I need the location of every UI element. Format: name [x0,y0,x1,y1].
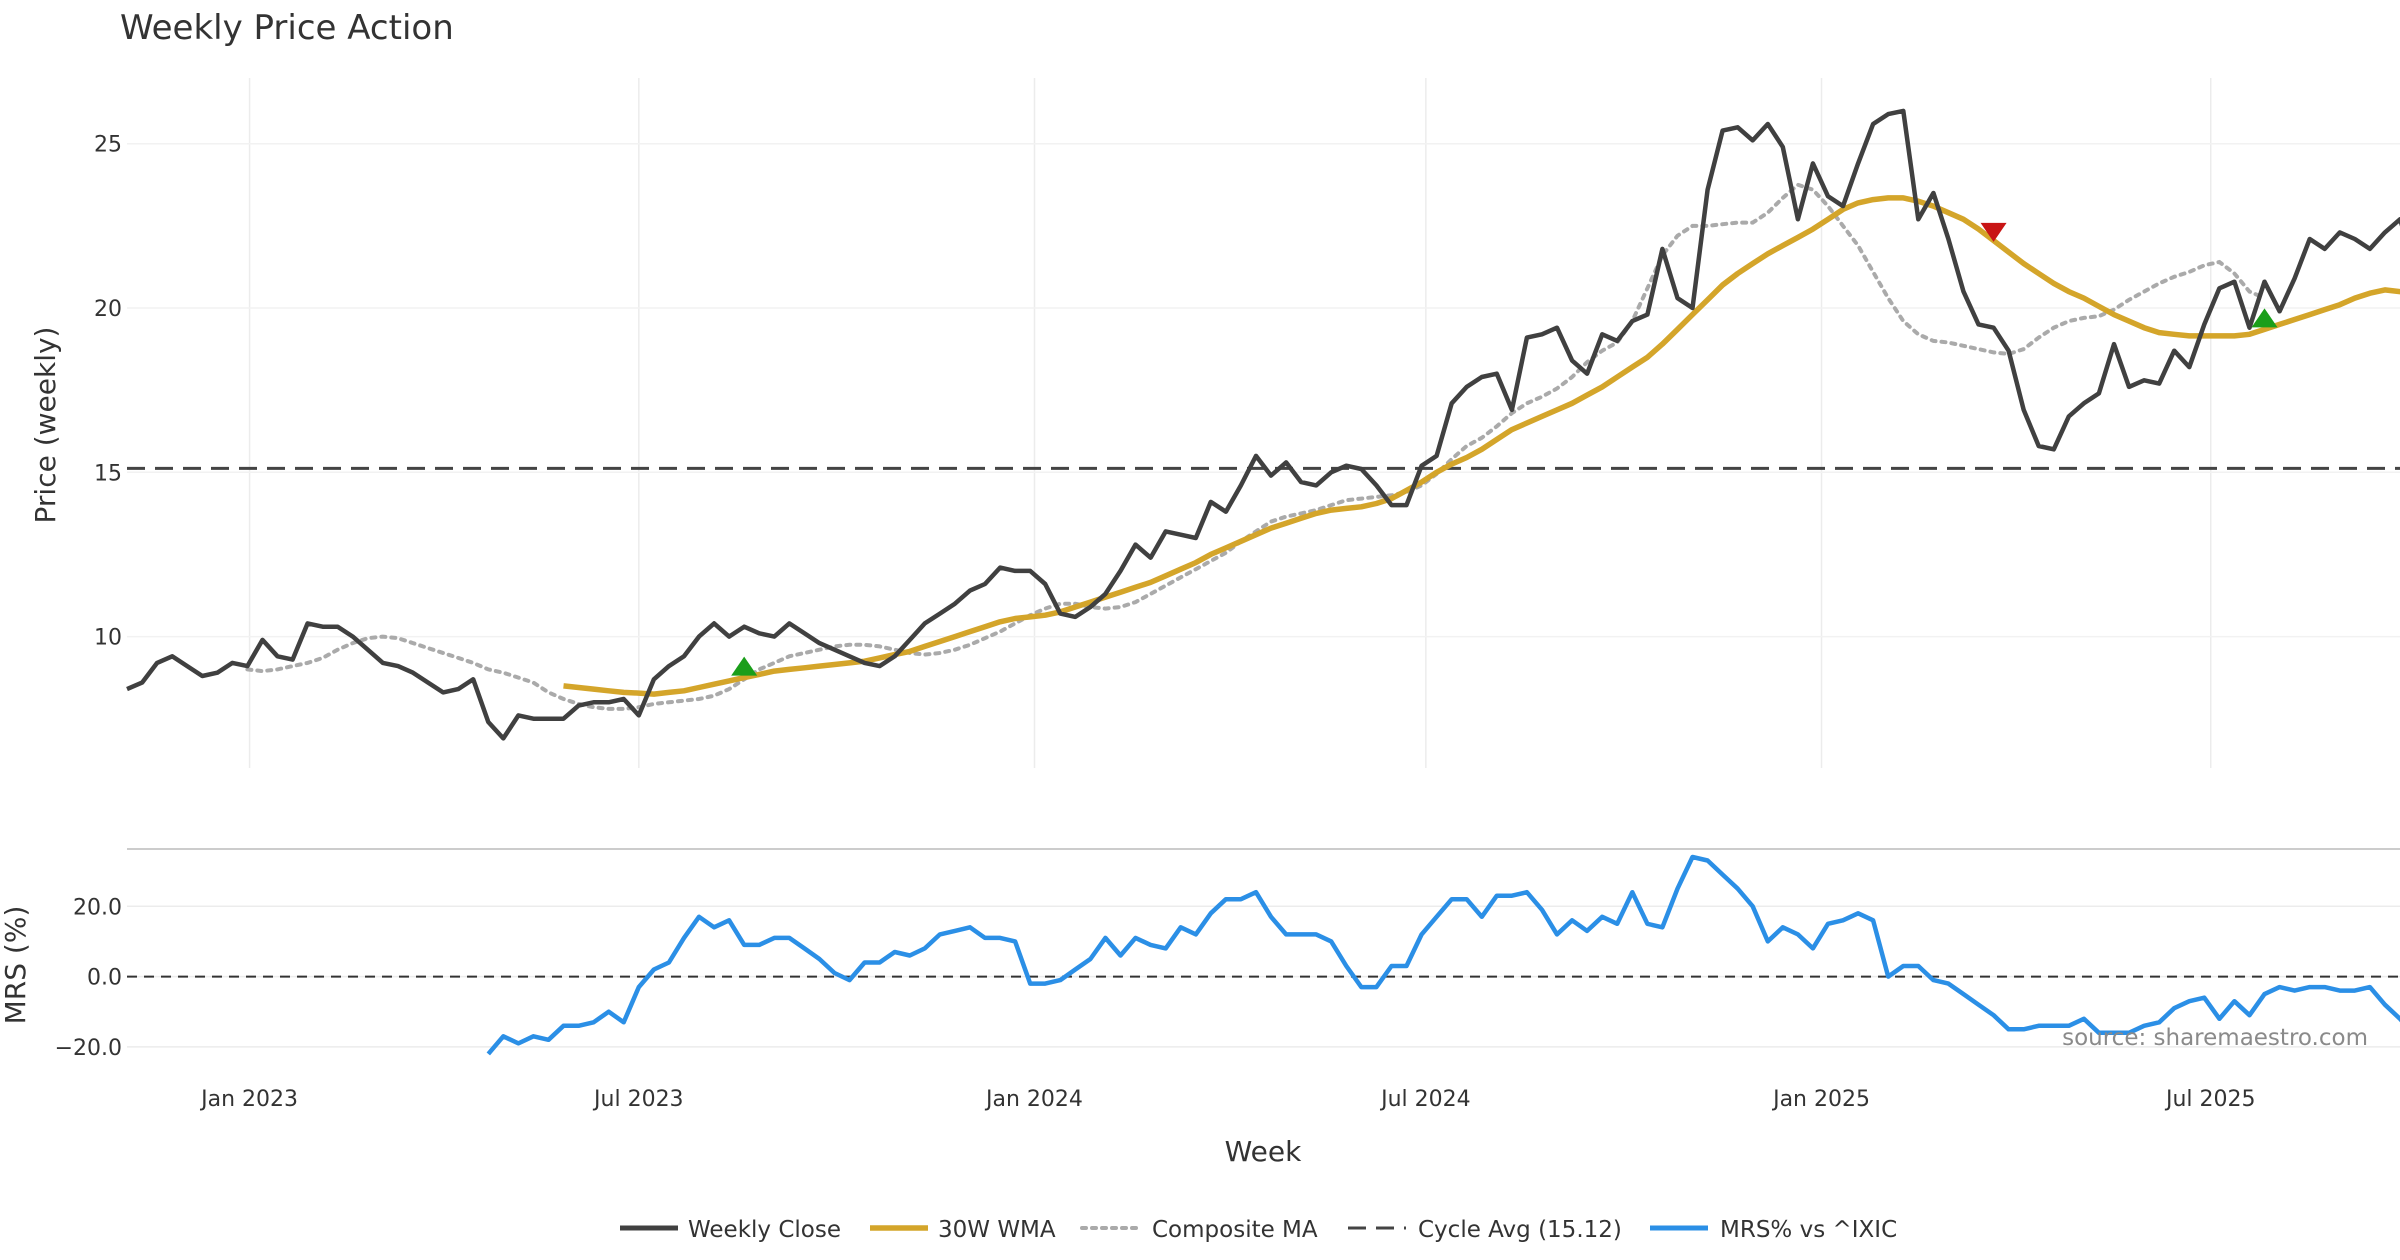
legend-label-cycle-avg: Cycle Avg (15.12) [1418,1217,1622,1243]
x-tick-label: Jan 2025 [1771,1087,1870,1112]
wma-30w-series [563,195,2400,697]
x-axis-label: Week [1225,1135,1302,1168]
price-y-tick-label: 20 [94,297,122,322]
legend-label-composite: Composite MA [1152,1217,1318,1243]
x-tick-label: Jan 2023 [199,1087,298,1112]
x-tick-label: Jul 2023 [592,1087,684,1112]
legend-label-wma: 30W WMA [938,1217,1056,1243]
sell-signal-marker [1980,222,2007,242]
weekly-close-series [126,108,2400,741]
mrs-y-axis-label: MRS (%) [0,906,32,1025]
source-note: source: sharemaestro.com [2062,1025,2368,1051]
signal-markers [731,222,2278,676]
legend: Weekly Close 30W WMA Composite MA Cycle … [620,1217,1897,1243]
buy-signal-marker [2251,308,2278,328]
mrs-y-tick-label: 20.0 [73,895,122,920]
legend-label-mrs: MRS% vs ^IXIC [1720,1217,1897,1243]
x-tick-label: Jan 2024 [984,1087,1083,1112]
legend-label-weekly-close: Weekly Close [688,1217,841,1243]
x-axis-ticks: Jan 2023 Jul 2023 Jan 2024 Jul 2024 Jan 2025… [199,1087,2255,1112]
price-y-tick-label: 25 [94,133,122,158]
x-tick-label: Jul 2025 [2164,1087,2256,1112]
mrs-y-tick-label: −20.0 [55,1036,122,1061]
price-y-tick-label: 10 [94,626,122,651]
price-y-ticks: 10 15 20 25 [94,133,122,651]
chart-title: Weekly Price Action [120,8,454,48]
price-y-tick-label: 15 [94,461,122,486]
mrs-y-ticks: 20.0 0.0 −20.0 [55,895,122,1061]
price-y-axis-label: Price (weekly) [29,327,62,524]
buy-signal-marker [731,656,758,676]
composite-ma-series [245,182,2267,711]
mrs-y-tick-label: 0.0 [87,966,122,991]
x-tick-label: Jul 2024 [1379,1087,1471,1112]
mrs-series [486,854,2400,1056]
price-panel-grid [127,78,2400,768]
